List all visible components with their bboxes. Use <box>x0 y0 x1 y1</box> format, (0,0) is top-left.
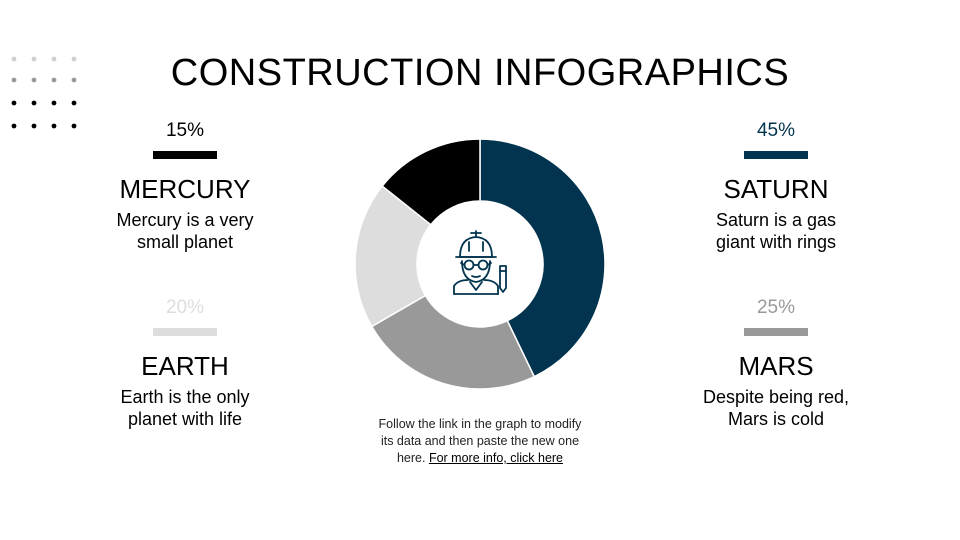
donut-slice-mars[interactable] <box>370 294 536 390</box>
saturn-name: SATURN <box>723 174 829 204</box>
donut-slice-mercury[interactable] <box>381 138 481 226</box>
earth-description-line2: planet with life <box>127 409 243 429</box>
mars-color-bar <box>744 328 808 336</box>
mercury-block: 15% MERCURY Mercury is a very small plan… <box>85 119 285 253</box>
saturn-color-bar <box>744 151 808 159</box>
mercury-color-bar <box>153 151 217 159</box>
earth-name: EARTH <box>141 351 229 381</box>
note-line1: Follow the link in the graph to modify <box>378 417 582 431</box>
mercury-description-line1: Mercury is a very <box>116 210 254 230</box>
saturn-percent: 45% <box>756 120 796 141</box>
mercury-percent: 15% <box>165 120 205 141</box>
saturn-description-line2: giant with rings <box>715 232 837 252</box>
saturn-description-line1: Saturn is a gas <box>715 210 837 230</box>
mars-description: Despite being red, Mars is cold <box>676 386 876 430</box>
donut-chart[interactable] <box>350 134 610 394</box>
chart-note: Follow the link in the graph to modify i… <box>355 416 605 467</box>
mars-description-line1: Despite being red, <box>702 387 850 407</box>
mars-description-line2: Mars is cold <box>727 409 825 429</box>
page-title: CONSTRUCTION INFOGRAPHICS <box>170 52 790 94</box>
earth-description-line1: Earth is the only <box>120 387 250 407</box>
earth-block: 20% EARTH Earth is the only planet with … <box>85 296 285 430</box>
earth-percent: 20% <box>165 297 205 318</box>
mars-block: 25% MARS Despite being red, Mars is cold <box>676 296 876 430</box>
earth-color-bar <box>153 328 217 336</box>
donut-slice-earth[interactable] <box>354 185 432 328</box>
note-line3: here. For more info, click here <box>355 450 605 467</box>
mars-percent: 25% <box>756 297 796 318</box>
more-info-link[interactable]: For more info, click here <box>428 451 564 465</box>
saturn-description: Saturn is a gas giant with rings <box>676 209 876 253</box>
mars-name: MARS <box>738 351 814 381</box>
saturn-block: 45% SATURN Saturn is a gas giant with ri… <box>676 119 876 253</box>
note-line2: its data and then paste the new one <box>380 434 580 448</box>
donut-slice-saturn[interactable] <box>479 138 606 378</box>
engineer-icon <box>453 230 507 295</box>
note-line3-prefix: here. <box>396 451 429 465</box>
mercury-description: Mercury is a very small planet <box>85 209 285 253</box>
decorative-dot-grid <box>11 56 77 129</box>
mercury-description-line2: small planet <box>136 232 234 252</box>
earth-description: Earth is the only planet with life <box>85 386 285 430</box>
mercury-name: MERCURY <box>119 174 251 204</box>
